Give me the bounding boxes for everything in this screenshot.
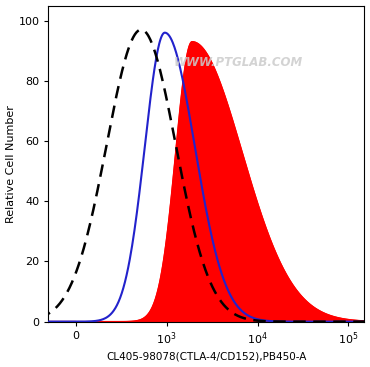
Y-axis label: Relative Cell Number: Relative Cell Number — [6, 105, 16, 222]
X-axis label: CL405-98078(CTLA-4/CD152),PB450-A: CL405-98078(CTLA-4/CD152),PB450-A — [106, 352, 307, 361]
Text: WWW.PTGLAB.COM: WWW.PTGLAB.COM — [174, 56, 303, 69]
